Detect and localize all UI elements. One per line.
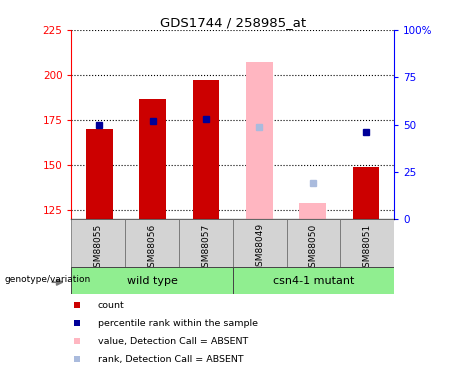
Text: GSM88050: GSM88050	[309, 223, 318, 273]
Bar	[340, 219, 394, 268]
Text: wild type: wild type	[127, 276, 177, 286]
Bar	[233, 219, 287, 268]
Bar	[71, 267, 233, 294]
Bar	[179, 219, 233, 268]
Text: GSM88057: GSM88057	[201, 223, 210, 273]
Title: GDS1744 / 258985_at: GDS1744 / 258985_at	[160, 16, 306, 29]
Text: genotype/variation: genotype/variation	[5, 275, 91, 284]
Bar	[193, 81, 219, 219]
Text: GSM88051: GSM88051	[363, 223, 372, 273]
Bar	[233, 267, 394, 294]
Bar	[353, 167, 379, 219]
Text: count: count	[98, 301, 124, 310]
Text: GSM88049: GSM88049	[255, 223, 264, 272]
Text: percentile rank within the sample: percentile rank within the sample	[98, 319, 258, 328]
Bar	[246, 63, 273, 219]
Text: GSM88055: GSM88055	[94, 223, 103, 273]
Bar	[300, 203, 326, 219]
Bar	[140, 99, 166, 219]
Text: GSM88056: GSM88056	[148, 223, 157, 273]
Text: csn4-1 mutant: csn4-1 mutant	[273, 276, 354, 286]
Bar	[125, 219, 179, 268]
Bar	[287, 219, 340, 268]
Bar	[71, 219, 125, 268]
Text: value, Detection Call = ABSENT: value, Detection Call = ABSENT	[98, 337, 248, 346]
Bar	[86, 129, 113, 219]
Text: rank, Detection Call = ABSENT: rank, Detection Call = ABSENT	[98, 355, 243, 364]
